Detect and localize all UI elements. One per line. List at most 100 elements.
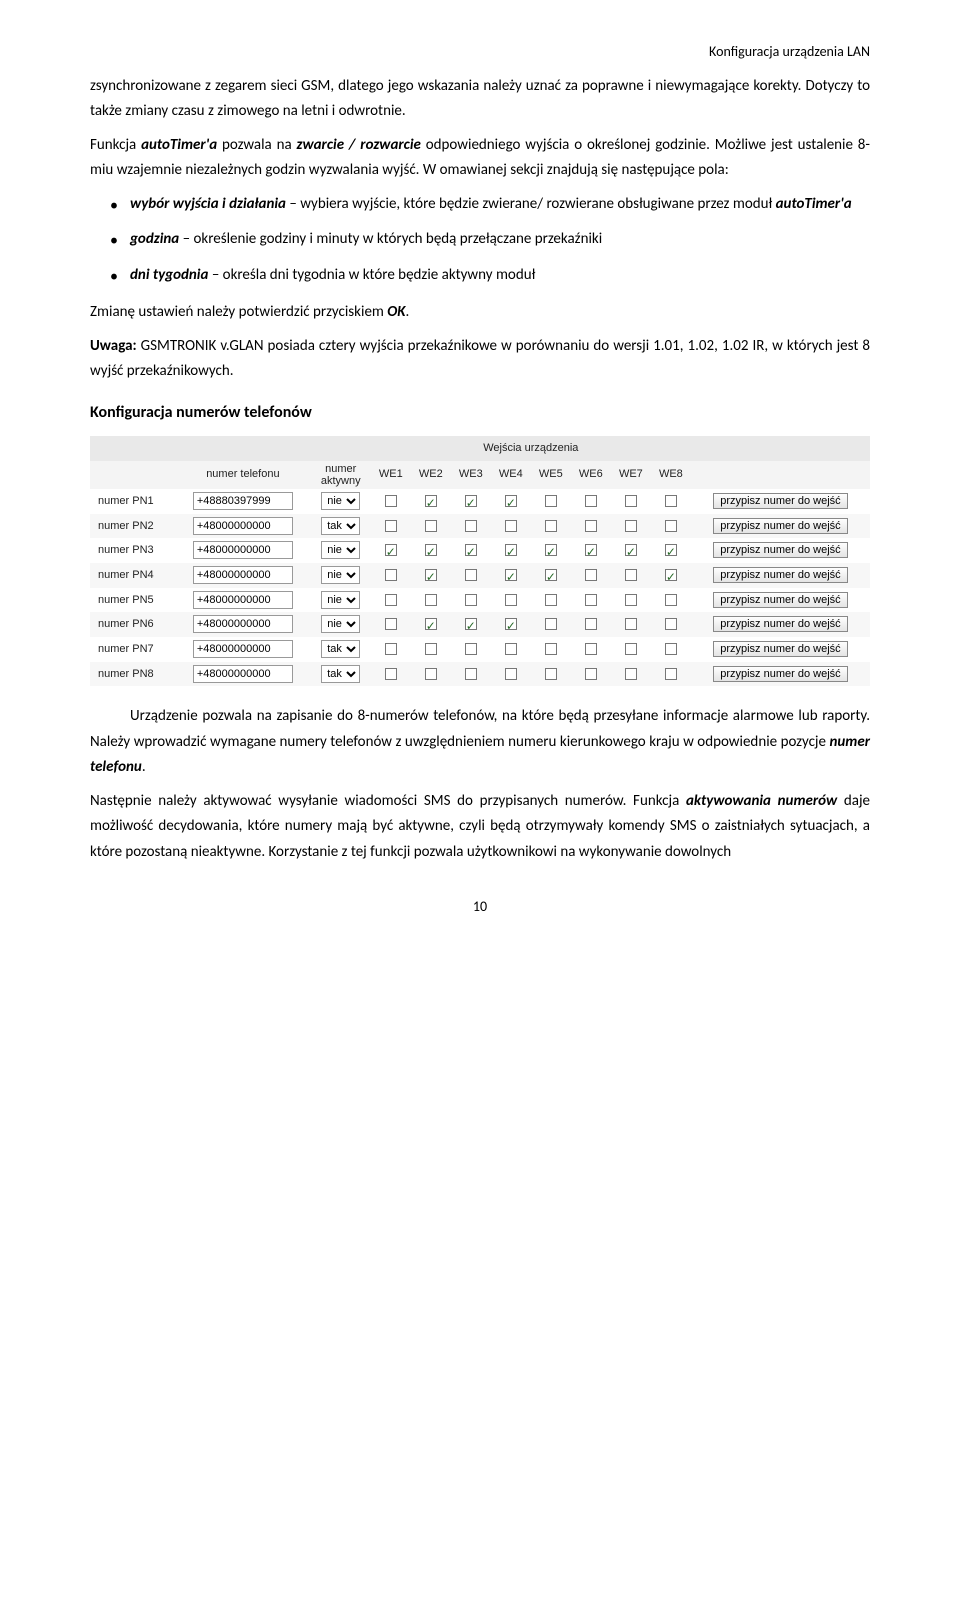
we-checkbox[interactable] [665,618,677,630]
we-checkbox[interactable] [465,495,477,507]
we-checkbox[interactable] [585,495,597,507]
we-checkbox[interactable] [585,668,597,680]
phone-input[interactable] [193,591,293,609]
we-checkbox[interactable] [425,594,437,606]
we-checkbox[interactable] [665,544,677,556]
we-checkbox[interactable] [665,594,677,606]
we-checkbox[interactable] [505,520,517,532]
we-checkbox[interactable] [385,544,397,556]
we-checkbox[interactable] [465,520,477,532]
bullet-3-head: dni tygodnia [130,266,208,284]
we-checkbox[interactable] [585,618,597,630]
phone-input[interactable] [193,517,293,535]
assign-button[interactable]: przypisz numer do wejść [713,592,847,608]
we-checkbox[interactable] [625,569,637,581]
we-checkbox[interactable] [505,569,517,581]
we-checkbox[interactable] [425,495,437,507]
active-select[interactable]: nietak [321,492,360,510]
phone-input[interactable] [193,492,293,510]
we-checkbox[interactable] [385,569,397,581]
phone-input[interactable] [193,541,293,559]
active-select[interactable]: nietak [321,517,360,535]
we-checkbox[interactable] [585,643,597,655]
we-checkbox[interactable] [625,544,637,556]
text: GSMTRONIK v.GLAN posiada cztery wyjścia … [90,337,870,381]
we-checkbox[interactable] [505,668,517,680]
we-checkbox[interactable] [465,544,477,556]
active-select[interactable]: nietak [321,591,360,609]
we-checkbox[interactable] [625,495,637,507]
active-select[interactable]: nietak [321,566,360,584]
we-checkbox[interactable] [465,569,477,581]
bullet-2-head: godzina [130,230,179,248]
we-checkbox[interactable] [625,668,637,680]
phone-input[interactable] [193,566,293,584]
we-checkbox[interactable] [545,544,557,556]
we-checkbox[interactable] [425,643,437,655]
we-checkbox[interactable] [505,495,517,507]
we-checkbox[interactable] [505,594,517,606]
table-row: numer PN3nietakprzypisz numer do wejść [90,538,870,563]
assign-button[interactable]: przypisz numer do wejść [713,616,847,632]
we-checkbox[interactable] [585,544,597,556]
active-select[interactable]: nietak [321,615,360,633]
we-checkbox[interactable] [545,594,557,606]
table-row: numer PN4nietakprzypisz numer do wejść [90,563,870,588]
assign-button[interactable]: przypisz numer do wejść [713,542,847,558]
we-checkbox[interactable] [585,520,597,532]
phone-input[interactable] [193,640,293,658]
active-select[interactable]: nietak [321,541,360,559]
we-checkbox[interactable] [545,495,557,507]
phone-input[interactable] [193,615,293,633]
we-checkbox[interactable] [425,668,437,680]
page-number: 10 [90,895,870,919]
we-checkbox[interactable] [385,668,397,680]
we-checkbox[interactable] [545,520,557,532]
we-checkbox[interactable] [425,544,437,556]
we-checkbox[interactable] [505,544,517,556]
we-checkbox[interactable] [665,569,677,581]
active-select[interactable]: nietak [321,640,360,658]
we-checkbox[interactable] [545,618,557,630]
we-checkbox[interactable] [465,668,477,680]
we-checkbox[interactable] [505,643,517,655]
table-row: numer PN6nietakprzypisz numer do wejść [90,612,870,637]
we-checkbox[interactable] [465,594,477,606]
we-checkbox[interactable] [425,569,437,581]
we-checkbox[interactable] [545,569,557,581]
we-checkbox[interactable] [585,594,597,606]
we-checkbox[interactable] [425,520,437,532]
we-checkbox[interactable] [545,668,557,680]
we-checkbox[interactable] [665,495,677,507]
assign-button[interactable]: przypisz numer do wejść [713,567,847,583]
assign-button[interactable]: przypisz numer do wejść [713,641,847,657]
phone-input[interactable] [193,665,293,683]
we-checkbox[interactable] [465,643,477,655]
active-select[interactable]: nietak [321,665,360,683]
table-row: numer PN5nietakprzypisz numer do wejść [90,588,870,613]
text: Zmianę ustawień należy potwierdzić przyc… [90,303,387,321]
bold-aktywowania: aktywowania numerów [686,792,837,810]
we-checkbox[interactable] [585,569,597,581]
we-checkbox[interactable] [625,618,637,630]
we-checkbox[interactable] [385,520,397,532]
assign-button[interactable]: przypisz numer do wejść [713,666,847,682]
we-checkbox[interactable] [465,618,477,630]
assign-button[interactable]: przypisz numer do wejść [713,518,847,534]
we-checkbox[interactable] [625,594,637,606]
we-checkbox[interactable] [425,618,437,630]
we-checkbox[interactable] [385,594,397,606]
we-checkbox[interactable] [545,643,557,655]
th-active-l1: numer [325,463,356,475]
we-checkbox[interactable] [385,495,397,507]
we-checkbox[interactable] [665,668,677,680]
text: Urządzenie pozwala na zapisanie do 8-num… [90,707,870,751]
we-checkbox[interactable] [385,643,397,655]
we-checkbox[interactable] [665,643,677,655]
we-checkbox[interactable] [625,643,637,655]
we-checkbox[interactable] [665,520,677,532]
we-checkbox[interactable] [385,618,397,630]
assign-button[interactable]: przypisz numer do wejść [713,493,847,509]
we-checkbox[interactable] [625,520,637,532]
we-checkbox[interactable] [505,618,517,630]
